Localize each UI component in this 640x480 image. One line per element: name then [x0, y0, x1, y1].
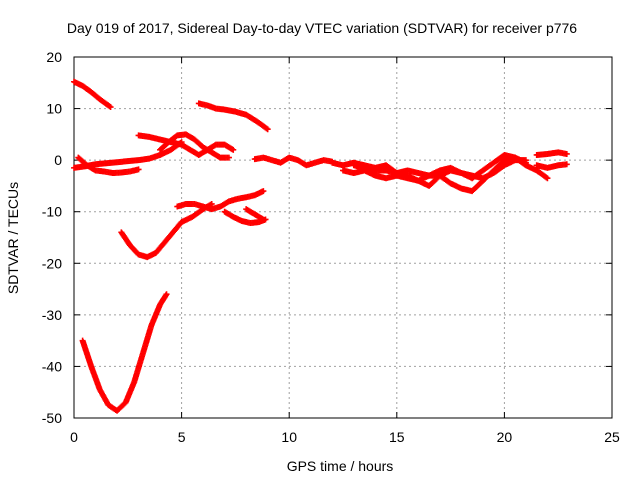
x-tick-label: 25 — [604, 429, 620, 445]
data-series — [350, 157, 529, 189]
y-tick-label: 0 — [54, 152, 62, 168]
data-point-marker — [544, 175, 551, 182]
data-point-marker — [522, 157, 529, 164]
data-series — [195, 100, 271, 133]
data-point-marker — [260, 216, 267, 223]
data-series — [75, 154, 142, 177]
grid-layer — [74, 57, 612, 418]
data-point-marker — [107, 104, 114, 111]
chart-title: Day 019 of 2017, Sidereal Day-to-day VTE… — [67, 20, 577, 36]
y-tick-label: 10 — [46, 101, 62, 117]
plot-frame — [73, 56, 613, 419]
x-tick-label: 0 — [70, 429, 78, 445]
y-tick-label: -20 — [42, 255, 62, 271]
data-point-marker — [260, 188, 267, 195]
data-point-marker — [225, 154, 232, 161]
data-series — [135, 132, 237, 158]
data-series — [71, 78, 114, 111]
y-tick-label: -50 — [42, 410, 62, 426]
data-point-marker — [563, 150, 570, 157]
data-point-marker — [135, 166, 142, 173]
x-tick-label: 5 — [178, 429, 186, 445]
x-axis-label: GPS time / hours — [287, 458, 394, 474]
y-tick-label: -30 — [42, 307, 62, 323]
data-series — [533, 149, 570, 158]
data-point-marker — [543, 174, 550, 181]
data-point-marker — [163, 291, 170, 298]
ticks-layer: 0 5 10 15 20 25 20 10 0 -10 -20 -30 -40 -50 — [42, 49, 620, 445]
data-series — [251, 154, 336, 169]
data-point-marker — [563, 161, 570, 168]
data-series — [243, 206, 267, 223]
data-point-marker — [230, 146, 237, 153]
data-point-marker — [208, 200, 215, 207]
data-layer — [71, 78, 570, 414]
data-series — [79, 291, 170, 414]
x-tick-label: 15 — [389, 429, 405, 445]
x-tick-label: 10 — [281, 429, 297, 445]
data-point-marker — [263, 125, 270, 132]
data-series — [118, 200, 215, 261]
x-tick-label: 20 — [497, 429, 513, 445]
data-point-marker — [264, 126, 271, 133]
y-tick-label: 20 — [46, 49, 62, 65]
y-tick-label: -10 — [42, 204, 62, 220]
data-series — [174, 188, 267, 213]
data-series — [533, 161, 570, 171]
y-tick-label: -40 — [42, 358, 62, 374]
data-series — [157, 131, 232, 161]
y-axis-label: SDTVAR / TECUs — [5, 182, 21, 294]
data-point-marker — [106, 103, 113, 110]
data-series — [221, 208, 269, 227]
